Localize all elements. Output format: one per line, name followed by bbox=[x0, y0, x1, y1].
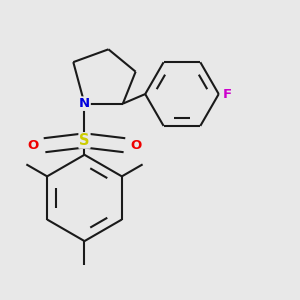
Text: S: S bbox=[79, 133, 90, 148]
Text: F: F bbox=[223, 88, 232, 100]
Text: O: O bbox=[131, 139, 142, 152]
Text: N: N bbox=[79, 97, 90, 110]
Text: O: O bbox=[27, 139, 38, 152]
